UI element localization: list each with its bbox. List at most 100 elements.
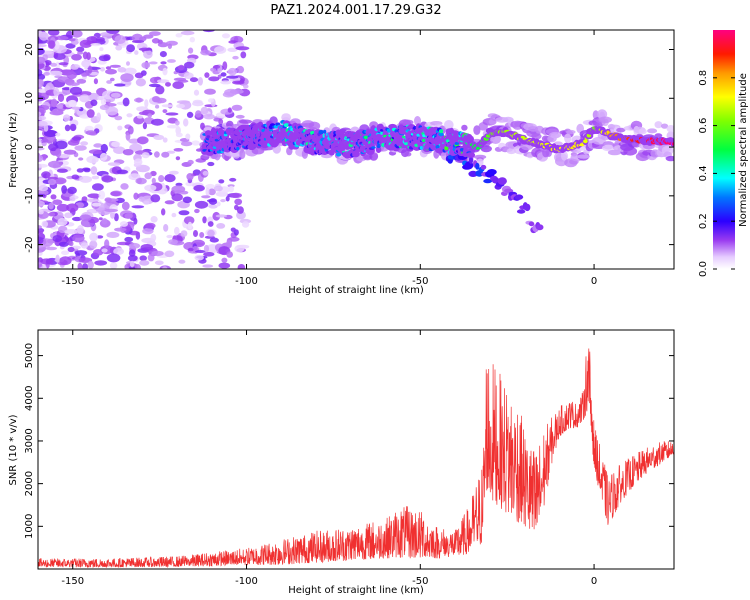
spectrogram-noise-blob xyxy=(235,114,245,119)
spectrogram-ridge-mark xyxy=(318,130,324,135)
spectrogram-ridge-mark xyxy=(323,129,327,134)
spectrogram-noise-blob xyxy=(151,177,156,184)
spectrogram-noise-blob xyxy=(175,132,183,138)
spectrogram-ridge-mark xyxy=(454,142,459,145)
spectrogram-noise-blob xyxy=(96,235,104,239)
spectrogram-noise-blob xyxy=(186,111,194,118)
spectrogram-noise-blob xyxy=(208,198,218,205)
spectrogram-noise-blob xyxy=(140,244,154,251)
spectrogram-noise-blob xyxy=(106,253,121,263)
spectrogram-noise-blob xyxy=(232,55,239,60)
spectrogram-noise-blob xyxy=(204,72,210,78)
spectrogram-ridge-mark xyxy=(671,142,674,146)
spectrogram-noise-blob xyxy=(48,160,62,168)
spectrogram-noise-blob xyxy=(203,252,215,257)
spectrogram-branch-mark xyxy=(516,209,526,214)
spectrogram-halo xyxy=(638,128,647,135)
spectrogram-noise-blob xyxy=(208,76,220,82)
spectrogram-noise-blob xyxy=(38,230,44,235)
spectrogram-noise-blob xyxy=(69,86,83,95)
snr-y-axis-label: SNR (10 * v/v) xyxy=(8,414,19,485)
spectrogram-noise-blob xyxy=(59,256,72,266)
spectrogram-noise-blob xyxy=(109,77,115,82)
spectrogram-ridge-edge xyxy=(466,152,476,158)
spectrogram-noise-blob xyxy=(155,97,167,104)
spectrogram-noise-blob xyxy=(176,103,186,109)
spectrogram-noise-blob xyxy=(127,255,138,262)
spectrogram-noise-blob xyxy=(194,208,200,214)
spectrogram-halo xyxy=(404,151,412,157)
spectrogram-noise-blob xyxy=(90,99,98,107)
spectrogram-noise-blob xyxy=(120,73,134,82)
spectrogram-halo xyxy=(666,125,674,133)
spectrogram-noise-blob xyxy=(228,185,234,193)
spectrogram-noise-blob xyxy=(168,239,178,245)
spectrogram-noise-blob xyxy=(171,212,177,218)
spectrogram-branch-mark xyxy=(483,178,493,184)
spectrogram-noise-blob xyxy=(66,82,80,86)
spectrogram-noise-blob xyxy=(142,227,154,235)
spectrogram-branch-mark xyxy=(524,203,531,212)
spectrogram-noise-blob xyxy=(184,61,195,69)
spectrogram-noise-blob xyxy=(199,232,205,238)
spectrogram-noise-blob xyxy=(50,98,58,108)
spectrogram-noise-blob xyxy=(77,262,83,269)
spectrogram-noise-blob xyxy=(227,47,238,52)
spectrogram-noise-blob xyxy=(38,177,48,187)
spectrogram-noise-blob xyxy=(225,195,230,202)
spectrogram-noise-blob xyxy=(114,83,126,87)
spectrogram-noise-blob xyxy=(141,61,151,69)
spectrogram-noise-blob xyxy=(230,227,236,233)
spectrogram-noise-blob xyxy=(120,183,129,190)
spectrogram-noise-blob xyxy=(80,242,89,249)
spectrogram-noise-blob xyxy=(99,104,110,111)
spectrogram-noise-blob xyxy=(178,259,186,264)
spectrogram-noise-blob xyxy=(150,194,161,203)
spectrogram-halo xyxy=(238,119,253,124)
spectrogram-noise-blob xyxy=(38,261,43,268)
spectrogram-noise-blob xyxy=(88,92,100,102)
spectrogram-noise-blob xyxy=(44,60,52,66)
spectrogram-axes-frame xyxy=(37,29,675,270)
spectrogram-noise-blob xyxy=(203,113,215,120)
spectrogram-noise-blob xyxy=(234,244,245,253)
spectrogram-noise-blob xyxy=(175,156,181,161)
spectrogram-noise-blob xyxy=(180,230,188,237)
spectrogram-branch-mark xyxy=(497,177,507,185)
spectrogram-noise-blob xyxy=(174,120,180,126)
spectrogram-noise-blob xyxy=(229,177,237,182)
spectrogram-noise-blob xyxy=(128,266,136,269)
spectrogram-noise-blob xyxy=(222,61,228,71)
spectrogram-noise-blob xyxy=(183,72,194,79)
spectrogram-noise-blob xyxy=(104,208,119,213)
spectrogram-noise-blob xyxy=(220,80,232,85)
spectrogram-noise-blob xyxy=(202,216,207,224)
spectrogram-noise-blob xyxy=(52,199,63,205)
spectrogram-noise-blob xyxy=(69,123,77,132)
spectrogram-noise-blob xyxy=(122,149,134,156)
spectrogram-noise-blob xyxy=(55,132,61,137)
spectrogram-noise-blob xyxy=(43,129,58,138)
spectrogram-noise-blob xyxy=(77,51,84,55)
spectrogram-noise-blob xyxy=(200,106,209,115)
spectrogram-noise-blob xyxy=(52,235,63,243)
spectrogram-noise-blob xyxy=(134,97,144,103)
spectrogram-noise-blob xyxy=(47,178,57,186)
spectrogram-noise-blob xyxy=(133,158,143,166)
spectrogram-noise-blob xyxy=(50,62,57,67)
spectrogram-noise-blob xyxy=(214,46,227,54)
spectrogram-noise-blob xyxy=(70,64,79,70)
spectrogram-noise-blob xyxy=(164,200,175,205)
spectrogram-noise-blob xyxy=(57,104,64,109)
spectrogram-noise-blob xyxy=(213,185,223,192)
spectrogram-noise-blob xyxy=(203,244,210,253)
spectrogram-noise-blob xyxy=(164,174,176,183)
x-tick-label: -150 xyxy=(61,276,84,287)
spectrogram-noise-blob xyxy=(178,210,190,216)
colorbar-tick-label: 0.2 xyxy=(698,213,709,229)
spectrogram-noise-blob xyxy=(208,204,218,209)
spectrogram-ridge-mark xyxy=(394,129,398,133)
spectrogram-noise-blob xyxy=(171,185,186,193)
